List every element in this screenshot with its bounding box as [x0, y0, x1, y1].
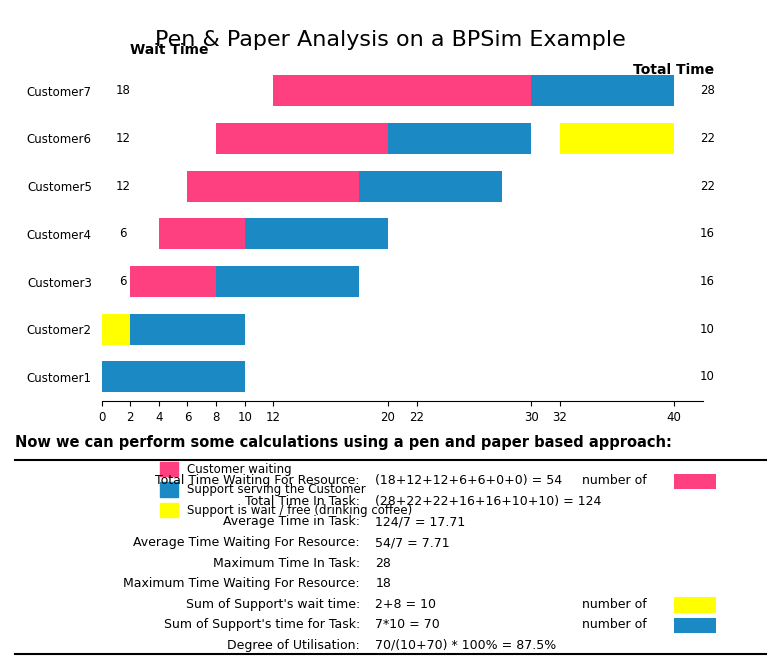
Bar [216, 266, 359, 297]
Bar [102, 314, 130, 345]
Text: number of: number of [582, 619, 647, 631]
Text: 18: 18 [116, 84, 130, 97]
Bar [560, 123, 674, 154]
Text: 2+8 = 10: 2+8 = 10 [375, 598, 437, 611]
Bar [531, 75, 674, 106]
Bar [388, 123, 531, 154]
FancyBboxPatch shape [674, 618, 715, 633]
Bar [130, 266, 216, 297]
Text: Wait Time: Wait Time [130, 43, 209, 57]
Text: 16: 16 [700, 275, 715, 288]
Text: Sum of Support's time for Task:: Sum of Support's time for Task: [164, 619, 360, 631]
Text: (28+22+22+16+16+10+10) = 124: (28+22+22+16+16+10+10) = 124 [375, 495, 601, 508]
Text: number of: number of [582, 474, 647, 487]
FancyBboxPatch shape [674, 474, 715, 490]
Bar [187, 170, 359, 202]
Text: 70/(10+70) * 100% = 87.5%: 70/(10+70) * 100% = 87.5% [375, 639, 556, 652]
Text: Total Time: Total Time [633, 63, 715, 77]
Text: 22: 22 [700, 132, 715, 145]
Text: Degree of Utilisation:: Degree of Utilisation: [227, 639, 360, 652]
Text: Pen & Paper Analysis on a BPSim Example: Pen & Paper Analysis on a BPSim Example [155, 30, 626, 50]
Text: 28: 28 [700, 84, 715, 97]
Text: 54/7 = 7.71: 54/7 = 7.71 [375, 536, 450, 549]
Text: Maximum Time In Task:: Maximum Time In Task: [212, 556, 360, 570]
Text: number of: number of [582, 598, 647, 611]
Text: 18: 18 [375, 577, 391, 590]
Text: Average Time Waiting For Resource:: Average Time Waiting For Resource: [134, 536, 360, 549]
Bar [159, 218, 244, 249]
Text: 124/7 = 17.71: 124/7 = 17.71 [375, 516, 465, 528]
Text: Sum of Support's wait time:: Sum of Support's wait time: [186, 598, 360, 611]
Bar [102, 361, 244, 393]
Text: 6: 6 [119, 275, 127, 288]
Text: Total Time Waiting For Resource:: Total Time Waiting For Resource: [155, 474, 360, 487]
Text: 12: 12 [116, 132, 130, 145]
Text: Total Time In Task:: Total Time In Task: [245, 495, 360, 508]
Bar [216, 123, 388, 154]
Text: 7*10 = 70: 7*10 = 70 [375, 619, 440, 631]
Text: Now we can perform some calculations using a pen and paper based approach:: Now we can perform some calculations usi… [16, 435, 672, 450]
Bar [359, 170, 502, 202]
Text: Average Time in Task:: Average Time in Task: [223, 516, 360, 528]
Text: 16: 16 [700, 227, 715, 240]
FancyBboxPatch shape [674, 597, 715, 613]
Text: 10: 10 [700, 371, 715, 383]
Bar [244, 218, 388, 249]
Text: 22: 22 [700, 180, 715, 192]
Bar [102, 314, 244, 345]
Bar [273, 75, 531, 106]
Legend: Customer waiting, Support serving the Customer, Support is wait / free (drinking: Customer waiting, Support serving the Cu… [155, 458, 417, 522]
Text: 6: 6 [119, 227, 127, 240]
Text: 10: 10 [700, 323, 715, 336]
Text: (18+12+12+6+6+0+0) = 54: (18+12+12+6+6+0+0) = 54 [375, 474, 562, 487]
Text: Maximum Time Waiting For Resource:: Maximum Time Waiting For Resource: [123, 577, 360, 590]
Text: 12: 12 [116, 180, 130, 192]
Text: 28: 28 [375, 556, 391, 570]
